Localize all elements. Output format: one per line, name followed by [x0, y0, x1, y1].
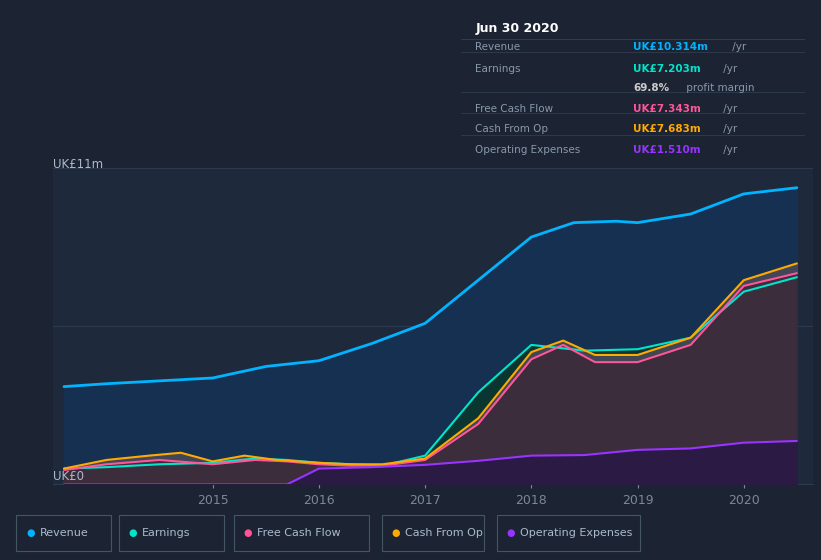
- Text: ●: ●: [392, 528, 400, 538]
- Text: Earnings: Earnings: [475, 64, 521, 74]
- Text: Cash From Op: Cash From Op: [405, 528, 483, 538]
- Text: Free Cash Flow: Free Cash Flow: [475, 104, 553, 114]
- Text: Cash From Op: Cash From Op: [475, 124, 548, 134]
- Text: UK£7.203m: UK£7.203m: [633, 64, 701, 74]
- Text: Free Cash Flow: Free Cash Flow: [257, 528, 341, 538]
- Text: Operating Expenses: Operating Expenses: [475, 145, 580, 155]
- Text: ●: ●: [507, 528, 515, 538]
- Text: profit margin: profit margin: [683, 83, 754, 94]
- Text: Revenue: Revenue: [475, 42, 521, 52]
- Text: 69.8%: 69.8%: [633, 83, 669, 94]
- Text: /yr: /yr: [720, 104, 737, 114]
- Text: Jun 30 2020: Jun 30 2020: [475, 22, 558, 35]
- Text: ●: ●: [26, 528, 34, 538]
- Text: Revenue: Revenue: [39, 528, 88, 538]
- Text: /yr: /yr: [720, 64, 737, 74]
- Text: UK£11m: UK£11m: [53, 158, 103, 171]
- Text: UK£7.683m: UK£7.683m: [633, 124, 701, 134]
- Text: Earnings: Earnings: [142, 528, 190, 538]
- Text: ●: ●: [244, 528, 252, 538]
- Text: ●: ●: [129, 528, 137, 538]
- Text: /yr: /yr: [720, 145, 737, 155]
- Text: /yr: /yr: [729, 42, 746, 52]
- Text: Operating Expenses: Operating Expenses: [520, 528, 632, 538]
- Text: UK£1.510m: UK£1.510m: [633, 145, 700, 155]
- Text: UK£0: UK£0: [53, 470, 85, 483]
- Text: UK£7.343m: UK£7.343m: [633, 104, 701, 114]
- Text: UK£10.314m: UK£10.314m: [633, 42, 708, 52]
- Text: /yr: /yr: [720, 124, 737, 134]
